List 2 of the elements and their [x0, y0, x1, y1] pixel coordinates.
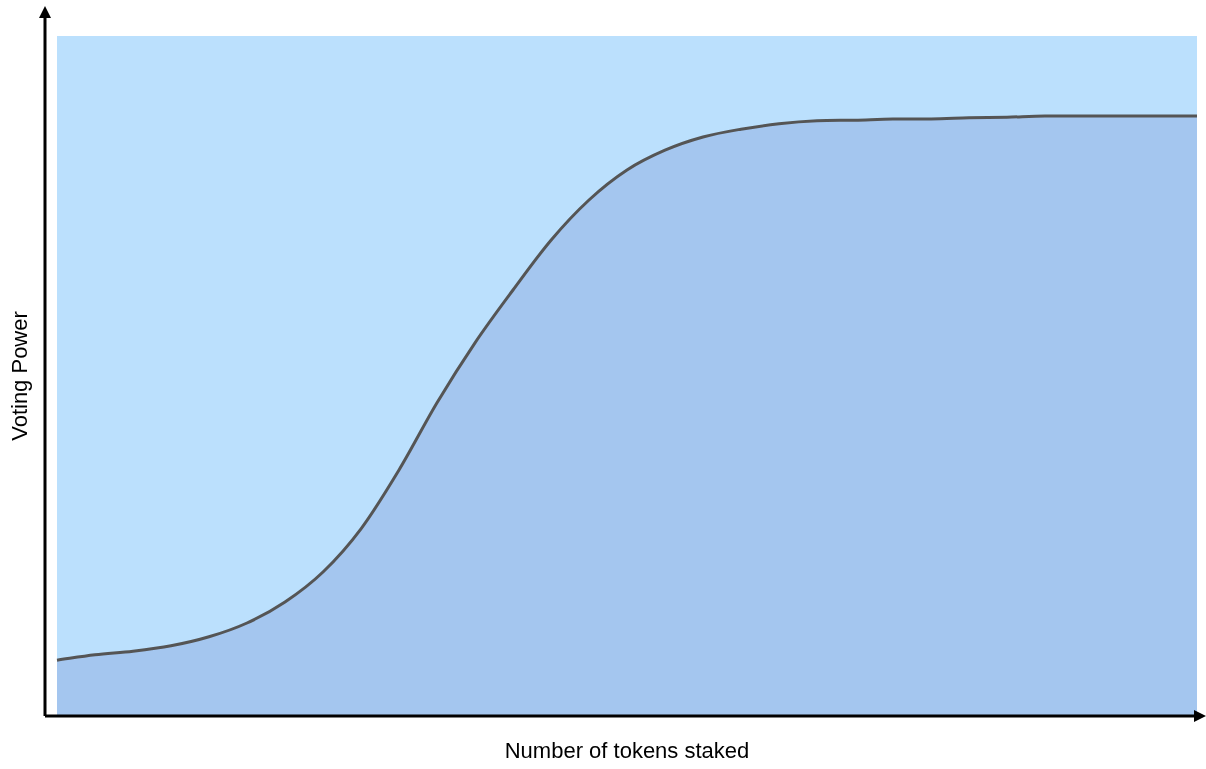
x-axis-title: Number of tokens staked	[504, 737, 750, 763]
y-axis-title: Voting Power	[7, 311, 33, 441]
